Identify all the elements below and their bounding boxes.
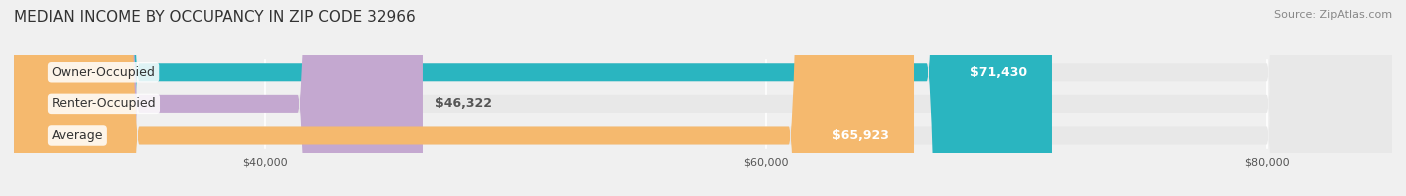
Text: $71,430: $71,430 [970, 66, 1026, 79]
Text: Average: Average [52, 129, 103, 142]
FancyBboxPatch shape [14, 0, 1392, 196]
Text: Renter-Occupied: Renter-Occupied [52, 97, 156, 110]
Text: Source: ZipAtlas.com: Source: ZipAtlas.com [1274, 10, 1392, 20]
Text: $46,322: $46,322 [436, 97, 492, 110]
FancyBboxPatch shape [14, 0, 914, 196]
Text: Owner-Occupied: Owner-Occupied [52, 66, 156, 79]
FancyBboxPatch shape [14, 0, 423, 196]
FancyBboxPatch shape [14, 0, 1392, 196]
FancyBboxPatch shape [14, 0, 1392, 196]
FancyBboxPatch shape [14, 0, 1052, 196]
Text: $65,923: $65,923 [832, 129, 889, 142]
Text: MEDIAN INCOME BY OCCUPANCY IN ZIP CODE 32966: MEDIAN INCOME BY OCCUPANCY IN ZIP CODE 3… [14, 10, 416, 25]
